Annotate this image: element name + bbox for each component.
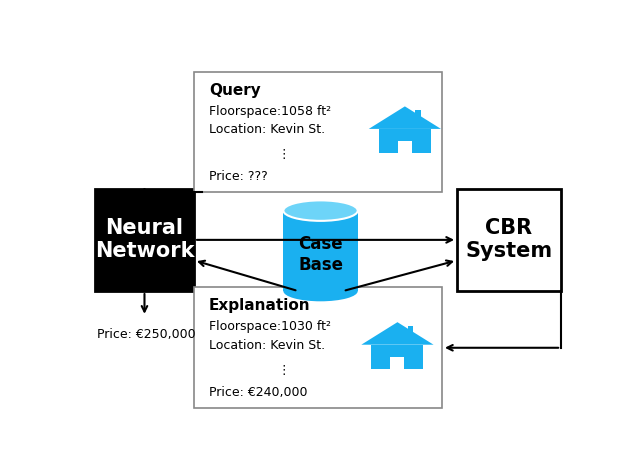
FancyBboxPatch shape xyxy=(415,110,421,118)
Text: Location: Kevin St.: Location: Kevin St. xyxy=(209,123,325,136)
Ellipse shape xyxy=(284,200,358,221)
Text: Floorspace:1030 ft²: Floorspace:1030 ft² xyxy=(209,320,331,333)
FancyBboxPatch shape xyxy=(371,345,424,369)
Text: Query: Query xyxy=(209,83,260,97)
Text: Case
Base: Case Base xyxy=(298,235,343,274)
FancyBboxPatch shape xyxy=(379,129,431,153)
Polygon shape xyxy=(284,210,358,291)
Text: Explanation: Explanation xyxy=(209,298,310,314)
FancyBboxPatch shape xyxy=(457,189,561,291)
Text: Floorspace:1058 ft²: Floorspace:1058 ft² xyxy=(209,104,331,117)
Text: Price: ???: Price: ??? xyxy=(209,171,268,183)
Text: Neural
Network: Neural Network xyxy=(95,218,194,261)
Text: ⋮: ⋮ xyxy=(277,148,290,162)
FancyBboxPatch shape xyxy=(390,357,404,369)
Ellipse shape xyxy=(284,281,358,301)
Text: Location: Kevin St.: Location: Kevin St. xyxy=(209,339,325,352)
FancyBboxPatch shape xyxy=(194,287,442,408)
Polygon shape xyxy=(362,322,433,345)
Text: ⋮: ⋮ xyxy=(277,364,290,377)
Text: CBR
System: CBR System xyxy=(465,218,552,261)
FancyBboxPatch shape xyxy=(398,141,412,153)
FancyBboxPatch shape xyxy=(194,72,442,192)
Text: Price: €240,000: Price: €240,000 xyxy=(209,386,307,399)
FancyBboxPatch shape xyxy=(95,189,194,291)
FancyBboxPatch shape xyxy=(408,326,413,333)
Text: Price: €250,000: Price: €250,000 xyxy=(97,328,196,341)
Polygon shape xyxy=(369,106,441,129)
